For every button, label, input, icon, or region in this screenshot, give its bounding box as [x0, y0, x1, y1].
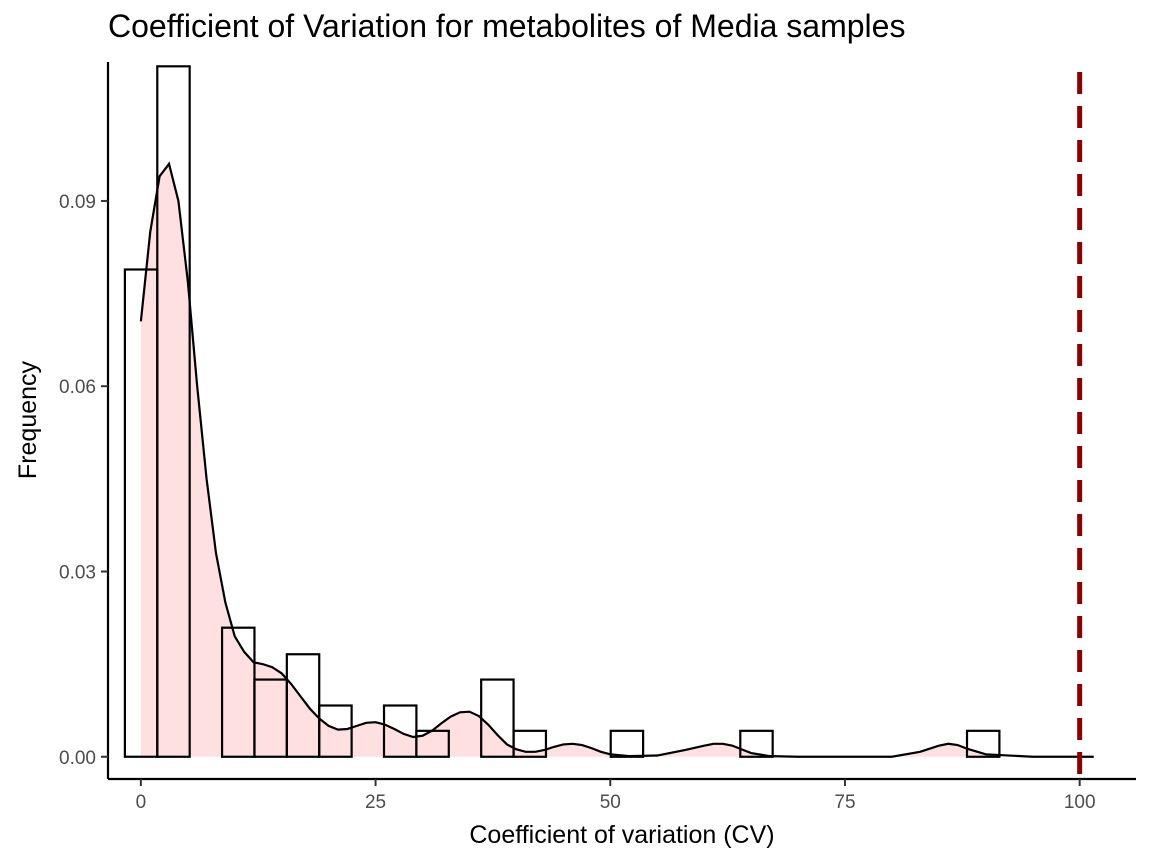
histogram-bar — [318, 704, 353, 758]
y-tick-label: 0.00 — [59, 748, 96, 769]
density-curve — [139, 161, 1094, 758]
y-tick-label: 0.06 — [59, 377, 96, 398]
density-area — [140, 163, 1094, 757]
x-tick-label: 75 — [834, 792, 855, 813]
histogram-bar — [156, 65, 191, 758]
y-tick-label: 0.09 — [59, 192, 96, 213]
x-tick-label: 50 — [600, 792, 621, 813]
axes-layer: 0 25 50 75 100 0.00 0.03 0.06 0.09 — [59, 62, 1136, 813]
histogram-bar — [609, 729, 645, 758]
x-tick-label: 25 — [365, 792, 386, 813]
histogram-bar — [739, 729, 774, 758]
x-tick-label: 100 — [1064, 792, 1096, 813]
x-tick-label: 0 — [136, 792, 147, 813]
bars-layer — [123, 65, 1001, 758]
y-tick-label: 0.03 — [59, 562, 96, 583]
histogram-bar — [512, 729, 548, 758]
x-axis-title: Coefficient of variation (CV) — [469, 821, 774, 849]
density-layer — [139, 161, 1094, 758]
chart-title: Coefficient of Variation for metabolites… — [108, 8, 906, 44]
histogram-bar — [965, 729, 1001, 758]
histogram-bar — [480, 678, 515, 758]
y-axis-title: Frequency — [14, 360, 42, 479]
histogram-bar — [415, 729, 450, 758]
